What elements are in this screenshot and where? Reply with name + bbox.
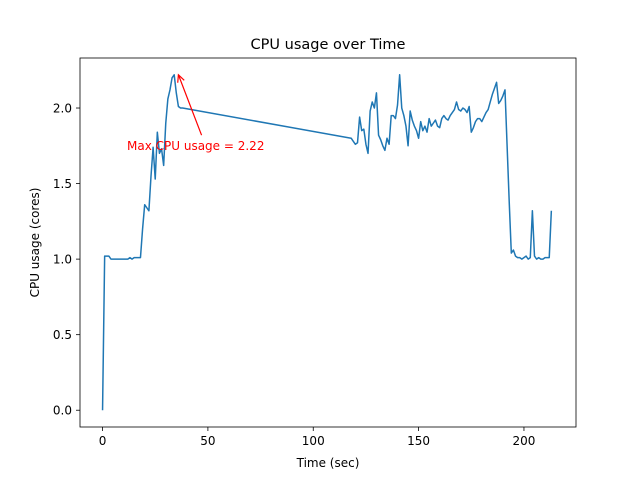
x-tick-label: 100: [302, 434, 325, 448]
y-tick-label: 1.5: [53, 177, 72, 191]
max-usage-annotation: Max CPU usage = 2.22: [127, 139, 264, 153]
chart-title: CPU usage over Time: [251, 37, 406, 53]
y-tick-label: 2.0: [53, 102, 72, 116]
annotation-layer: Max CPU usage = 2.22: [127, 73, 264, 153]
y-axis-label: CPU usage (cores): [28, 188, 42, 298]
x-tick-label: 0: [99, 434, 107, 448]
x-tick-label: 200: [513, 434, 536, 448]
x-tick-label: 150: [407, 434, 430, 448]
plot-area: Max CPU usage = 2.22: [79, 57, 577, 428]
y-tick-label: 0.0: [53, 404, 72, 418]
y-axis: 0.0 0.5 1.0 1.5 2.0: [53, 102, 80, 418]
y-tick-label: 1.0: [53, 253, 72, 267]
data-line-layer: [101, 74, 553, 411]
series-line-0: [101, 74, 553, 411]
plot-frame: [79, 57, 577, 428]
x-axis: 0 50 100 150 200: [99, 427, 536, 448]
x-tick-label: 50: [200, 434, 215, 448]
annotation-arrow: [177, 74, 203, 136]
y-tick-label: 0.5: [53, 328, 72, 342]
x-axis-label: Time (sec): [296, 456, 360, 470]
